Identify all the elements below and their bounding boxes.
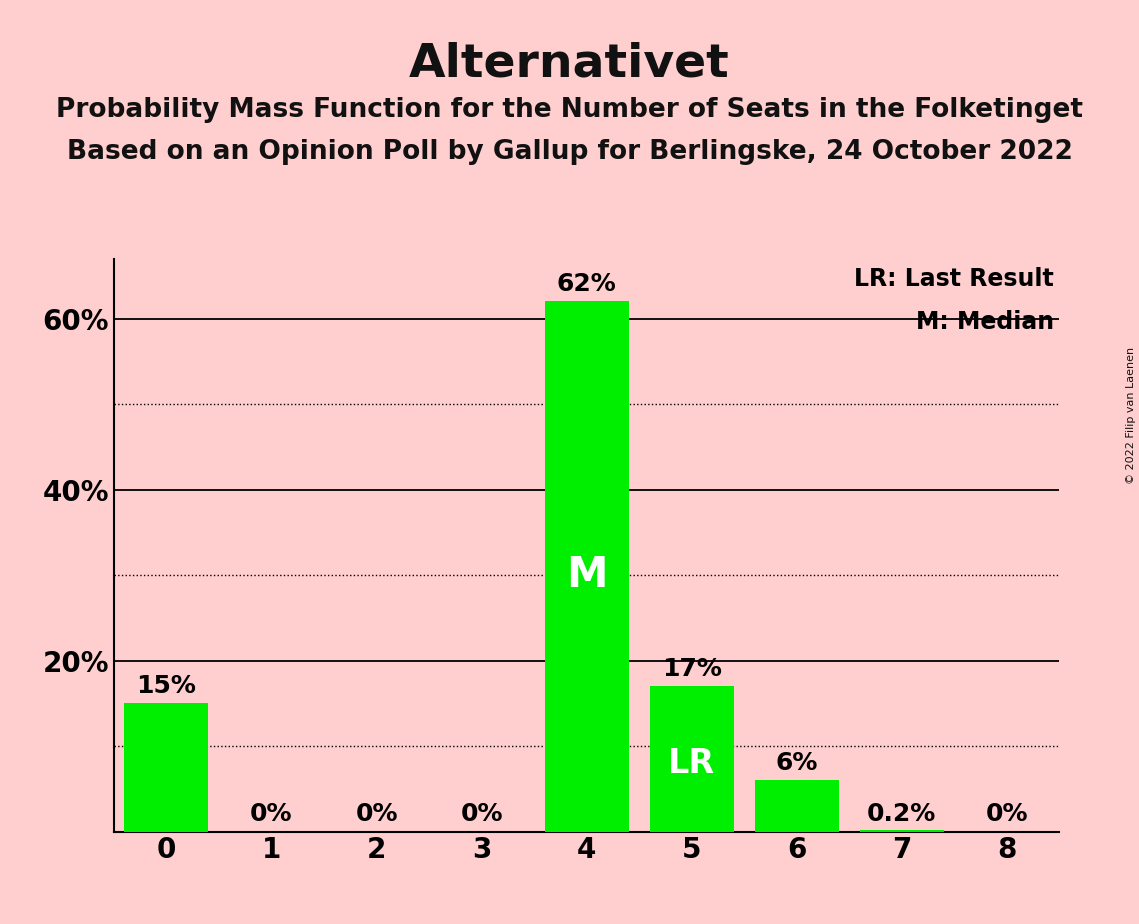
Text: Probability Mass Function for the Number of Seats in the Folketinget: Probability Mass Function for the Number… [56,97,1083,123]
Text: LR: Last Result: LR: Last Result [854,267,1054,291]
Bar [544,301,629,832]
Text: 17%: 17% [662,657,722,681]
Text: 0%: 0% [460,802,502,826]
Text: 0%: 0% [251,802,293,826]
Text: 62%: 62% [557,273,616,297]
Bar [860,830,944,832]
Text: 0%: 0% [985,802,1029,826]
Text: 0%: 0% [355,802,398,826]
Bar [755,780,838,832]
Text: 15%: 15% [137,675,196,699]
Bar [649,687,734,832]
Text: Alternativet: Alternativet [409,42,730,87]
Text: Based on an Opinion Poll by Gallup for Berlingske, 24 October 2022: Based on an Opinion Poll by Gallup for B… [66,139,1073,164]
Text: 0.2%: 0.2% [867,802,936,826]
Bar [124,703,208,832]
Text: © 2022 Filip van Laenen: © 2022 Filip van Laenen [1126,347,1136,484]
Text: M: M [566,554,607,596]
Text: M: Median: M: Median [916,310,1054,334]
Text: 6%: 6% [776,751,818,775]
Text: LR: LR [669,747,715,780]
